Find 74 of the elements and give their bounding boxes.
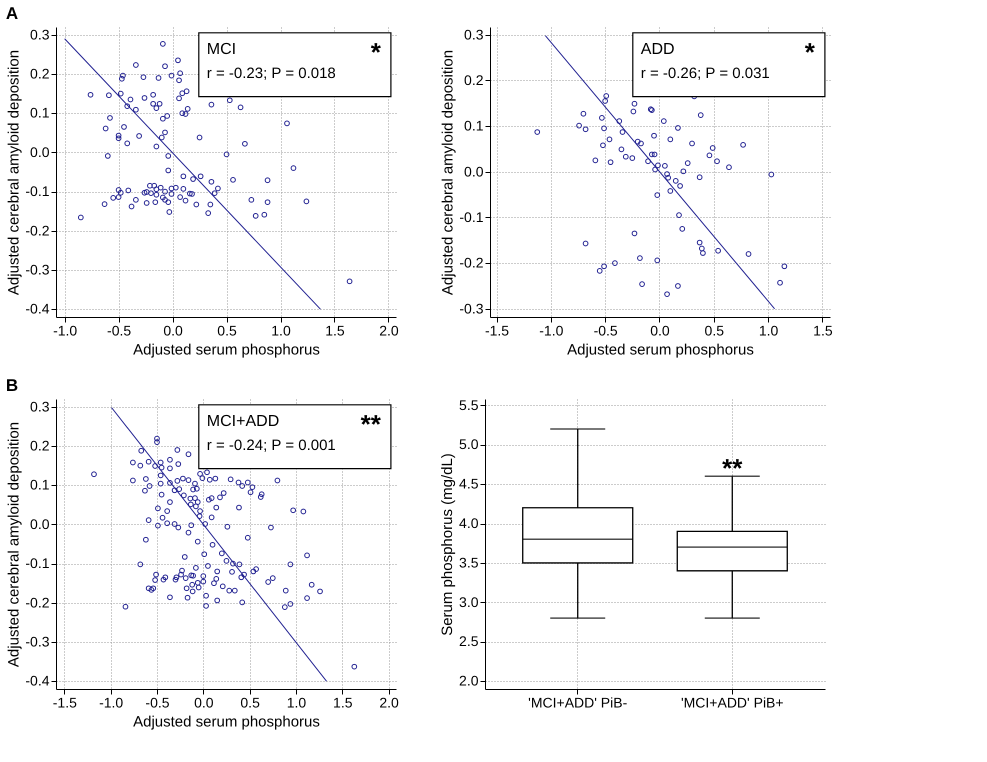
x-axis-title: Adjusted serum phosphorus	[567, 342, 754, 358]
annotation: **	[722, 453, 744, 484]
y-axis-title: Serum phosphorus (mg/dL)	[439, 453, 456, 636]
y-axis-title: Adjusted cerebral amyloid deposition	[439, 50, 456, 296]
y-tick-label: 3.0	[459, 594, 479, 610]
x-tick-label: 0.0	[650, 322, 670, 338]
y-tick-label: -0.3	[25, 261, 50, 278]
x-tick-label: 0.5	[217, 322, 237, 338]
y-tick-label: -0.1	[25, 183, 50, 200]
x-tick-label: -0.5	[145, 694, 170, 710]
x-tick-label: 0.5	[704, 322, 724, 338]
x-tick-label: 0.0	[194, 694, 214, 710]
annotation: MCI	[206, 40, 236, 58]
x-tick-label: -0.5	[594, 322, 618, 338]
x-tick-label: -1.0	[539, 322, 564, 338]
y-tick-label: 0.0	[30, 144, 50, 160]
x-tick-label: 1.5	[813, 322, 833, 338]
annotation: *	[370, 36, 382, 67]
y-tick-label: 5.5	[459, 396, 479, 413]
y-tick-label: 2.0	[459, 672, 479, 689]
y-tick-label: -0.3	[25, 633, 50, 650]
y-axis-title: Adjusted cerebral amyloid deposition	[5, 50, 22, 296]
y-tick-label: -0.4	[25, 672, 50, 689]
y-tick-label: -0.2	[25, 222, 50, 238]
y-tick-label: 0.0	[464, 163, 484, 180]
y-tick-label: -0.1	[459, 208, 484, 225]
y-tick-label: -0.3	[459, 300, 484, 316]
y-tick-label: 2.5	[459, 633, 479, 650]
y-tick-label: 0.1	[30, 104, 50, 121]
y-tick-label: -0.2	[25, 594, 50, 610]
annotation: *	[804, 36, 816, 67]
y-axis-title: Adjusted cerebral amyloid deposition	[5, 422, 22, 668]
x-tick-label: 1.5	[325, 322, 345, 338]
x-tick-label: 1.5	[333, 694, 353, 710]
y-tick-label: 3.5	[459, 554, 479, 570]
x-axis-title: Adjusted serum phosphorus	[133, 714, 320, 730]
x-tick-label: 'MCI+ADD' PiB+	[680, 694, 784, 710]
x-tick-label: -1.0	[99, 694, 124, 710]
y-tick-label: 5.0	[459, 436, 479, 452]
annotation: **	[360, 408, 382, 439]
x-tick-label: -1.5	[484, 322, 510, 338]
x-axis-title: Adjusted serum phosphorus	[133, 342, 320, 358]
y-tick-label: 4.5	[459, 476, 479, 492]
chart-title: B	[6, 376, 18, 395]
y-tick-label: 0.2	[464, 72, 484, 88]
x-tick-label: -1.5	[52, 694, 78, 710]
x-tick-label: 2.0	[379, 694, 400, 710]
y-tick-label: 0.2	[30, 66, 50, 82]
y-tick-label: 0.1	[30, 476, 50, 493]
x-tick-label: 0.5	[240, 694, 260, 710]
y-tick-label: -0.2	[459, 254, 484, 271]
y-tick-label: 4.0	[459, 515, 479, 532]
x-tick-label: 0.0	[163, 322, 184, 338]
x-tick-label: 1.0	[286, 694, 306, 710]
x-tick-label: -1.0	[53, 322, 78, 338]
y-tick-label: 0.1	[464, 118, 484, 134]
annotation: ADD	[640, 40, 675, 58]
x-tick-label: 'MCI+ADD' PiB-	[528, 694, 628, 710]
x-tick-label: -0.5	[107, 322, 132, 338]
y-tick-label: -0.1	[25, 555, 50, 572]
y-tick-label: -0.4	[25, 300, 50, 317]
x-tick-label: 1.0	[758, 322, 779, 338]
x-tick-label: 1.0	[271, 322, 291, 338]
y-tick-label: 0.0	[30, 516, 50, 532]
annotation: r = -0.23; P = 0.018	[206, 64, 336, 82]
x-tick-label: 2.0	[379, 322, 399, 338]
annotation: MCI+ADD	[206, 412, 280, 430]
annotation: r = -0.26; P = 0.031	[640, 64, 770, 82]
y-tick-label: 0.3	[464, 26, 484, 42]
annotation: r = -0.24; P = 0.001	[206, 436, 336, 454]
y-tick-label: 0.2	[30, 438, 50, 454]
chart-title: A	[6, 4, 18, 23]
y-tick-label: 0.3	[30, 26, 50, 42]
y-tick-label: 0.3	[30, 398, 50, 414]
